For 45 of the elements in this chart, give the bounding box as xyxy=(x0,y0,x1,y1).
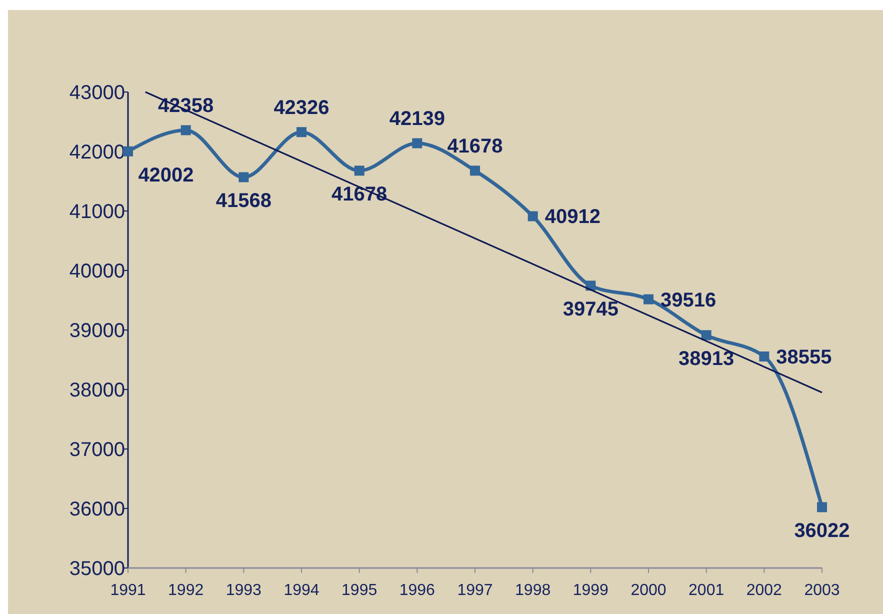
point xyxy=(528,211,538,222)
data-label: 42139 xyxy=(389,108,445,130)
x-tick-label: 1996 xyxy=(399,582,436,599)
point xyxy=(180,125,191,136)
y-tick-label: 39000 xyxy=(69,320,125,342)
point xyxy=(412,138,422,148)
data-label: 42326 xyxy=(274,97,330,120)
x-tick-label: 1992 xyxy=(168,582,204,599)
y-tick-label: 38000 xyxy=(69,380,125,402)
data-label: 38913 xyxy=(678,348,734,370)
x-tick-label: 1999 xyxy=(572,582,609,599)
x-tick-label: 2000 xyxy=(630,582,666,599)
x-tick-label: 2003 xyxy=(804,582,840,599)
x-tick-label: 1997 xyxy=(457,582,493,599)
point xyxy=(644,294,654,304)
data-label: 42002 xyxy=(138,164,194,186)
y-tick-label: 40000 xyxy=(69,260,125,282)
x-tick-label: 2002 xyxy=(746,582,782,599)
x-tick-label: 1994 xyxy=(284,582,320,599)
x-tick-label: 1995 xyxy=(342,582,378,599)
y-tick-label: 36000 xyxy=(69,498,125,520)
x-tick-label: 1993 xyxy=(226,582,262,599)
x-tick-label: 2001 xyxy=(688,582,724,599)
data-label: 39745 xyxy=(562,298,618,321)
y-tick-label: 35000 xyxy=(69,558,125,580)
point xyxy=(817,502,827,512)
point xyxy=(296,127,306,138)
y-tick-label: 43000 xyxy=(69,82,125,104)
point xyxy=(470,166,480,176)
data-label: 39516 xyxy=(660,289,716,312)
data-label: 38555 xyxy=(776,346,832,368)
x-tick-label: 1998 xyxy=(515,582,551,599)
data-label: 36022 xyxy=(794,520,850,542)
point xyxy=(701,330,712,340)
y-tick-label: 41000 xyxy=(69,201,125,223)
point xyxy=(354,166,364,176)
y-tick-label: 42000 xyxy=(69,142,125,164)
y-tick-label: 37000 xyxy=(69,439,125,461)
x-tick-label: 1991 xyxy=(110,582,146,599)
point xyxy=(759,351,770,362)
point xyxy=(238,172,249,182)
data-label: 41678 xyxy=(447,136,503,158)
data-label: 40912 xyxy=(544,206,600,228)
point xyxy=(123,146,133,156)
data-label: 41568 xyxy=(216,190,272,212)
